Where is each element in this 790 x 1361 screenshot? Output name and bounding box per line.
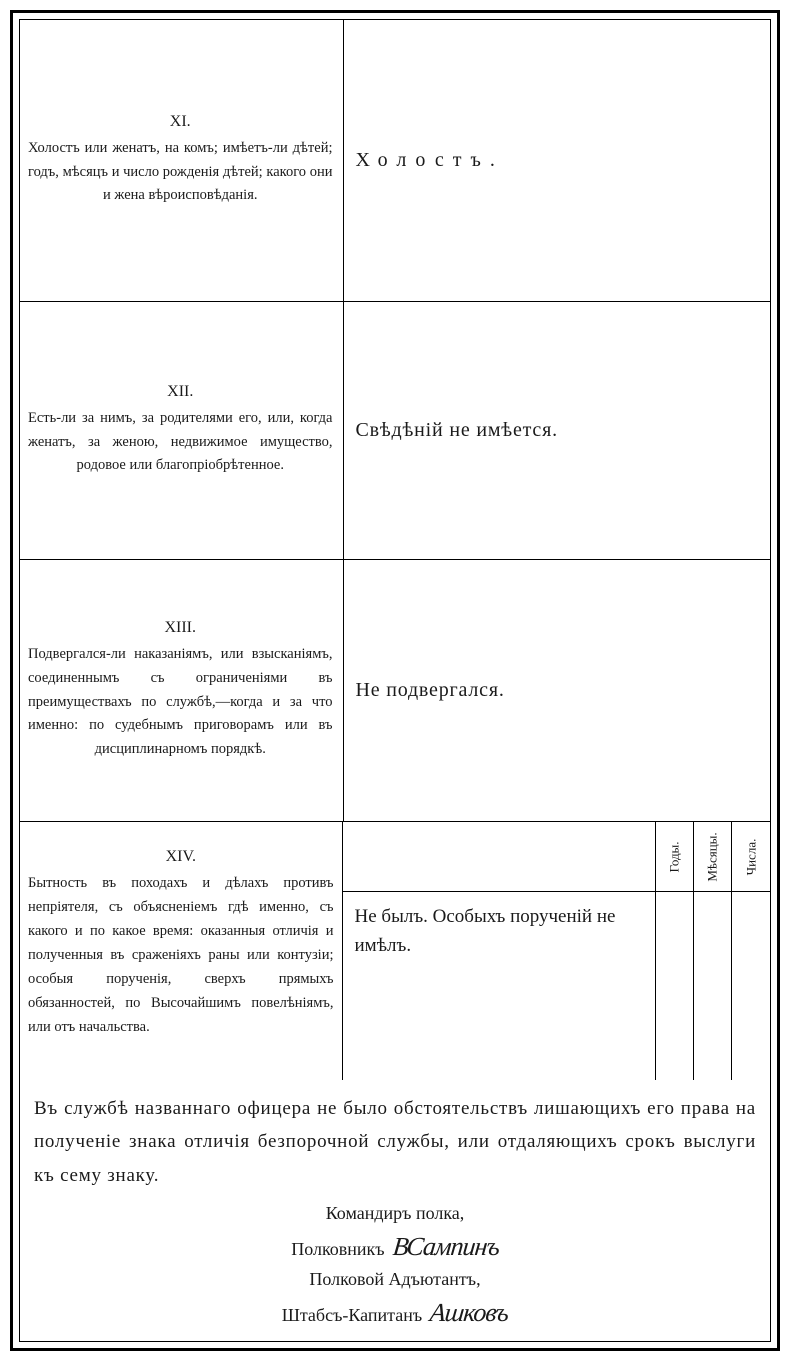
sig-row-2b: Штабсъ-Капитанъ Ашковъ: [34, 1293, 756, 1332]
question-12: Есть-ли за нимъ, за родителями его, или,…: [28, 407, 333, 479]
footer-statement: Въ службѣ названнаго офицера не было обс…: [20, 1080, 770, 1198]
staff-captain-title: Штабсъ-Капитанъ: [282, 1302, 422, 1329]
section-12: XII. Есть-ли за нимъ, за родителями его,…: [20, 302, 770, 560]
roman-11: XI.: [28, 113, 333, 131]
section-11-question: XI. Холостъ или женатъ, на комъ; имѣетъ-…: [20, 20, 343, 301]
cell-days: [732, 892, 770, 1080]
answer-14: Не былъ. Особыхъ порученій не имѣлъ.: [343, 892, 657, 1080]
signature-block: Командиръ полка, Полковникъ ВСампинъ Пол…: [20, 1198, 770, 1338]
answer-13: Не подвергался.: [356, 679, 505, 702]
section-14: XIV. Бытность въ походахъ и дѣлахъ проти…: [20, 822, 770, 1080]
answer-12: Свѣдѣній не имѣется.: [356, 419, 558, 442]
section-11-answer-cell: Холостъ.: [343, 20, 771, 301]
cell-months: [694, 892, 732, 1080]
cell-years: [656, 892, 694, 1080]
question-11: Холостъ или женатъ, на комъ; имѣетъ-ли д…: [28, 137, 333, 209]
section-14-question: XIV. Бытность въ походахъ и дѣлахъ проти…: [20, 822, 343, 1080]
colonel-title: Полковникъ: [291, 1236, 384, 1263]
page-frame: XI. Холостъ или женатъ, на комъ; имѣетъ-…: [10, 10, 780, 1351]
section-12-question: XII. Есть-ли за нимъ, за родителями его,…: [20, 302, 343, 559]
sig-row-1: Командиръ полка,: [34, 1200, 756, 1227]
date-header: Годы. Мѣсяцы. Числа.: [343, 822, 771, 892]
col-months-label: Мѣсяцы.: [705, 832, 721, 881]
question-13: Подвергался-ли наказаніямъ, или взыскані…: [28, 643, 333, 763]
col-days: Числа.: [732, 822, 770, 891]
signature-2: Ашковъ: [428, 1293, 510, 1332]
roman-13: XIII.: [28, 619, 333, 637]
answer-11: Холостъ.: [356, 149, 504, 172]
col-years: Годы.: [656, 822, 694, 891]
section-13-question: XIII. Подвергался-ли наказаніямъ, или вз…: [20, 560, 343, 821]
col-days-label: Числа.: [743, 838, 759, 875]
section-13-answer-cell: Не подвергался.: [343, 560, 771, 821]
col-months: Мѣсяцы.: [694, 822, 732, 891]
roman-12: XII.: [28, 383, 333, 401]
roman-14: XIV.: [28, 848, 334, 866]
section-12-answer-cell: Свѣдѣній не имѣется.: [343, 302, 771, 559]
commander-title: Командиръ полка,: [326, 1200, 465, 1227]
section-14-right: Годы. Мѣсяцы. Числа. Не былъ. Особыхъ по…: [343, 822, 771, 1080]
col-years-label: Годы.: [666, 841, 682, 872]
sig-row-2: Полковой Адъютантъ,: [34, 1266, 756, 1293]
sig-row-1b: Полковникъ ВСампинъ: [34, 1227, 756, 1266]
section-11: XI. Холостъ или женатъ, на комъ; имѣетъ-…: [20, 20, 770, 302]
date-spacer: [343, 822, 657, 891]
adjutant-title: Полковой Адъютантъ,: [309, 1266, 480, 1293]
question-14: Бытность въ походахъ и дѣлахъ противъ не…: [28, 872, 334, 1039]
page-inner: XI. Холостъ или женатъ, на комъ; имѣетъ-…: [19, 19, 771, 1342]
signature-1: ВСампинъ: [391, 1227, 501, 1266]
section-14-answer-row: Не былъ. Особыхъ порученій не имѣлъ.: [343, 892, 771, 1080]
section-13: XIII. Подвергался-ли наказаніямъ, или вз…: [20, 560, 770, 822]
